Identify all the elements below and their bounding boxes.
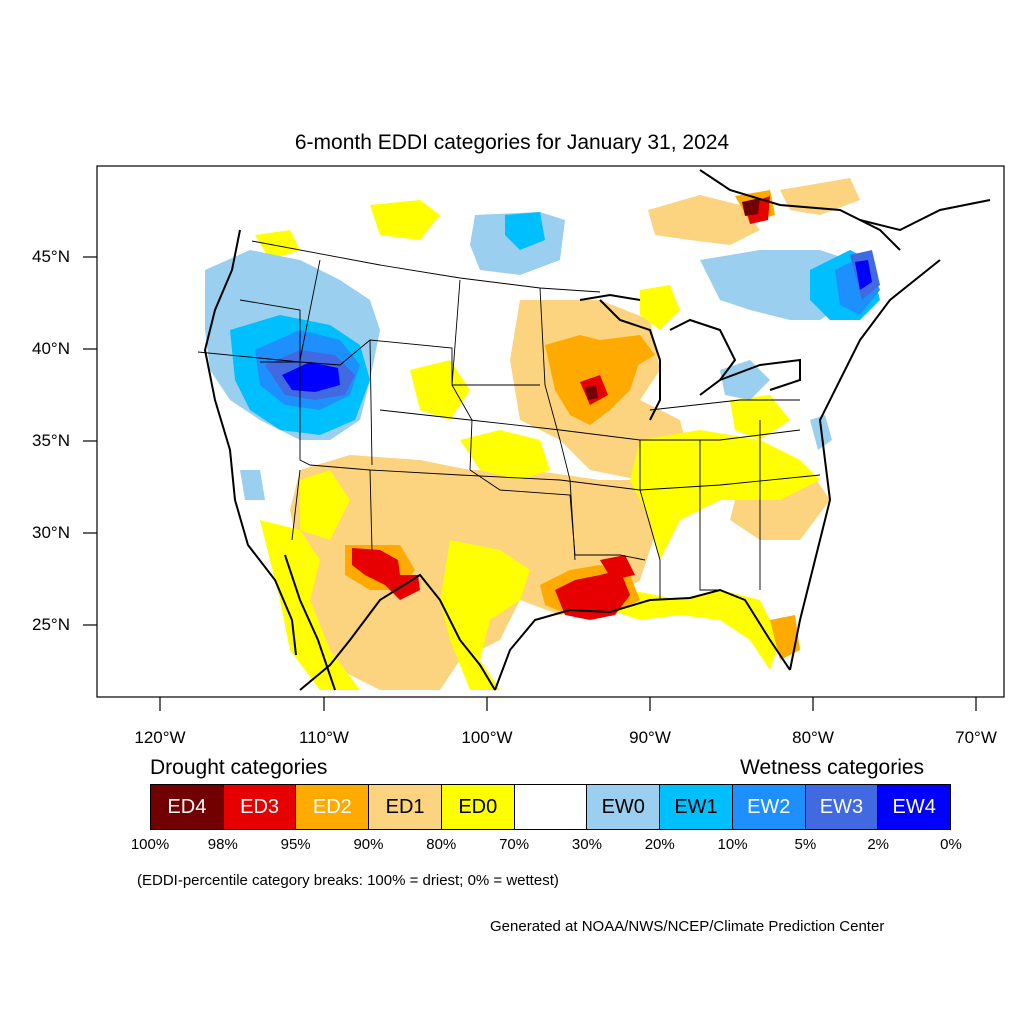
legend-swatch [514,785,588,829]
ed4-regions [585,198,760,400]
category-legend: ED4 ED3 ED2 ED1 ED0 EW0 EW1 EW2 EW3 EW4 [150,784,951,830]
map-frame [96,165,1005,698]
map-title: 6-month EDDI categories for January 31, … [294,131,730,154]
legend-swatch: EW4 [878,785,951,829]
percentile-label: 70% [499,836,530,853]
percentile-label: 10% [717,836,748,853]
legend-swatch: ED3 [223,785,297,829]
lat-label: 25°N [32,615,70,634]
percentile-label: 30% [571,836,602,853]
category-note: (EDDI-percentile category breaks: 100% =… [137,872,559,889]
lon-label: 100°W [461,728,513,747]
ed3-regions [352,196,770,620]
legend-swatch: ED0 [441,785,515,829]
ew4-regions [282,260,872,392]
percentile-label: 98% [207,836,238,853]
state-boundaries [197,240,821,600]
percentile-label: 0% [940,836,962,853]
coastline [203,169,991,691]
lat-label: 35°N [32,431,70,450]
wetness-heading: Wetness categories [740,756,925,779]
legend-swatch: EW2 [732,785,806,829]
legend-swatch: ED1 [369,785,442,829]
lon-label: 110°W [299,728,349,747]
legend-swatch: EW0 [587,785,661,829]
lat-label: 40°N [32,339,70,358]
legend-swatch: ED2 [296,785,370,829]
lon-label: 90°W [629,728,671,747]
lat-label: 30°N [32,523,70,542]
legend-swatch: ED4 [151,785,224,829]
legend-swatch: EW3 [805,785,879,829]
percentile-label: 20% [644,836,675,853]
credit-line: Generated at NOAA/NWS/NCEP/Climate Predi… [490,918,885,935]
lon-label: 70°W [955,728,997,747]
percentile-label: 2% [867,836,890,853]
lat-ticks [83,256,97,626]
lat-label: 45°N [32,247,70,266]
percentile-label: 100% [130,836,170,853]
lon-ticks [159,697,977,711]
percentile-label: 95% [280,836,311,853]
percentile-label: 80% [426,836,457,853]
drought-heading: Drought categories [150,756,328,779]
percentile-label: 90% [353,836,384,853]
lon-label: 80°W [792,728,834,747]
legend-swatch: EW1 [660,785,733,829]
lon-label: 120°W [134,728,186,747]
percentile-label: 5% [794,836,817,853]
